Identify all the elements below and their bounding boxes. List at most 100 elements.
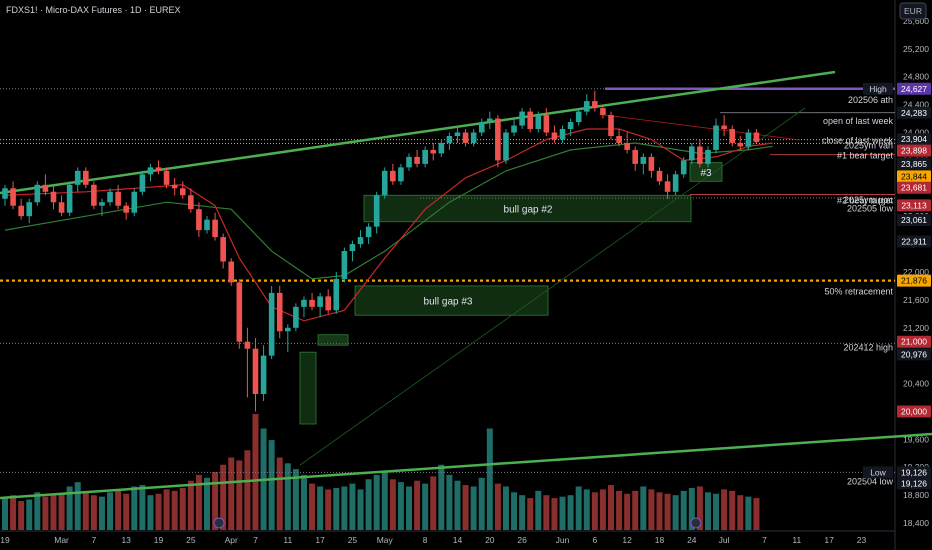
- volume-bar: [147, 495, 154, 530]
- candle-body: [697, 146, 703, 164]
- volume-bar: [737, 495, 744, 530]
- candle-body: [721, 125, 727, 130]
- y-tick-label: 24,400: [903, 100, 929, 110]
- volume-bar: [107, 492, 114, 530]
- ma-fast-line: [4, 128, 773, 322]
- candle-body: [519, 111, 525, 126]
- candle-body: [438, 142, 445, 154]
- price-tags-layer: High 24,627 24,283 23,904 23,898 23,865 23,844…: [863, 82, 931, 490]
- candle-body: [66, 184, 73, 213]
- candle-body: [689, 146, 695, 161]
- price-tag-bg: [897, 157, 931, 170]
- candle-body: [713, 125, 719, 150]
- candle-body: [252, 348, 259, 395]
- candle-body: [260, 355, 267, 395]
- candle-body: [107, 191, 113, 203]
- volume-bar: [511, 492, 518, 530]
- volume-bar: [212, 472, 219, 530]
- price-tag: 23,681: [901, 183, 927, 193]
- volume-bar: [139, 485, 146, 530]
- time-axis[interactable]: 19 Mar 7 13 19 25 Apr 7 11 17 25 May 8 14 20 26 Jun 6 12 18…: [0, 535, 866, 545]
- candle-body: [171, 184, 178, 189]
- price-tag: 23,904: [901, 134, 927, 144]
- candle-body: [309, 299, 315, 307]
- upper-trendline: [0, 70, 836, 195]
- volume-bar: [696, 486, 703, 530]
- candle-body: [357, 237, 364, 245]
- volume-bar: [123, 493, 130, 530]
- price-tag: 20,000: [901, 406, 927, 416]
- price-tag-bg: [897, 477, 931, 490]
- volume-bar: [535, 490, 542, 530]
- 50-retracement-label: 50% retracement: [824, 287, 893, 297]
- candle-body: [26, 202, 33, 217]
- price-tag: 24,627: [901, 84, 927, 94]
- bull-gap-3-zone: [354, 285, 549, 316]
- candle-body: [268, 292, 275, 356]
- candle-body: [196, 209, 202, 231]
- volume-bar: [204, 477, 210, 530]
- volume-bar: [2, 498, 8, 530]
- bear1-label: #1 bear target: [837, 151, 894, 161]
- volume-bar: [276, 457, 283, 530]
- volume-bar: [244, 450, 251, 530]
- volume-bar: [397, 482, 404, 530]
- candle-body: [301, 299, 307, 307]
- candle-body: [2, 188, 8, 199]
- y-tick-label: 21,600: [903, 295, 929, 305]
- candle-body: [212, 219, 218, 238]
- currency-button[interactable]: EUR: [899, 2, 927, 20]
- candle-body: [705, 149, 711, 164]
- volume-bar: [268, 440, 275, 530]
- candle-body: [244, 341, 251, 349]
- volume-bar: [309, 483, 316, 530]
- ym-vah-label: 2025ym vah: [844, 140, 893, 150]
- y-tick-label: 18,800: [903, 490, 929, 500]
- candle-body: [624, 142, 630, 150]
- candle-body: [42, 184, 49, 192]
- candle-body: [656, 170, 663, 182]
- candle-body: [325, 296, 331, 311]
- price-tag-bg: [897, 199, 931, 212]
- volume-bar: [357, 489, 364, 530]
- price-tag-caption-bg: [863, 466, 893, 479]
- candle-body: [91, 184, 97, 206]
- candle-body: [333, 278, 340, 311]
- volume-bar: [494, 483, 501, 530]
- price-tag-bg: [897, 144, 931, 157]
- volume-bar: [300, 474, 307, 530]
- open-last-week-label: open of last week: [823, 116, 894, 126]
- symbol-title[interactable]: FDXS1! · Micro-DAX Futures · 1D · EUREX: [6, 5, 181, 15]
- volume-bar: [704, 492, 711, 530]
- volume-bar: [672, 495, 679, 530]
- price-tag: 23,113: [901, 200, 927, 210]
- candle-body: [131, 191, 138, 213]
- volume-bar: [34, 492, 41, 530]
- x-tick-label: 12: [622, 535, 632, 545]
- price-tag: 23,844: [901, 171, 927, 181]
- x-tick-label: 26: [517, 535, 527, 545]
- y-tick-label: 25,600: [903, 16, 929, 26]
- candle-body: [753, 132, 760, 142]
- candle-body: [503, 132, 509, 161]
- volume-bar: [462, 485, 469, 530]
- x-tick-label: 18: [655, 535, 665, 545]
- candle-body: [535, 115, 542, 130]
- candle-body: [18, 205, 24, 217]
- candle-body: [50, 191, 57, 203]
- volume-bar: [454, 480, 461, 530]
- volume-bar: [179, 487, 186, 530]
- candle-body: [373, 195, 380, 227]
- volume-bar: [438, 464, 445, 530]
- price-tag-caption-bg: [863, 82, 893, 95]
- channel-line: [299, 107, 806, 466]
- candle-body: [737, 142, 744, 147]
- price-tag: 21,876: [901, 276, 927, 286]
- volume-bar: [42, 496, 49, 530]
- candle-body: [470, 132, 477, 143]
- volume-bar: [575, 486, 582, 530]
- volume-bar: [551, 498, 558, 530]
- y-tick-label: 22,000: [903, 267, 929, 277]
